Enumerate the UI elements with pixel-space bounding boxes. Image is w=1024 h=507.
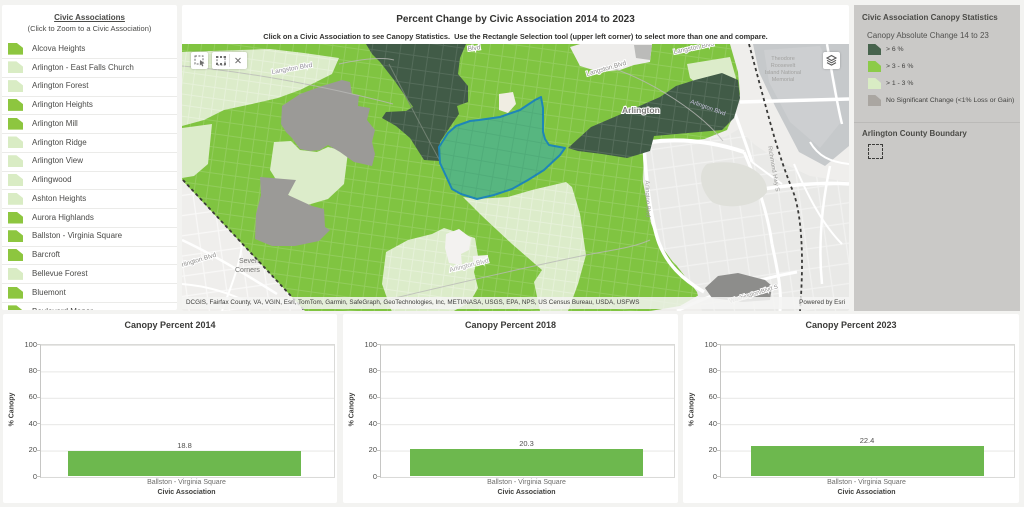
svg-text:Roosevelt: Roosevelt (771, 63, 796, 69)
svg-text:Arlington: Arlington (622, 105, 660, 115)
svg-text:Arlington Blvd: Arlington Blvd (643, 180, 650, 217)
svg-text:Seven: Seven (239, 258, 259, 265)
svg-text:Theodore: Theodore (771, 56, 795, 62)
svg-text:Memorial: Memorial (772, 77, 795, 83)
svg-text:Corners: Corners (235, 267, 260, 274)
svg-text:Island National: Island National (765, 70, 801, 76)
svg-text:Blvd: Blvd (467, 44, 481, 53)
